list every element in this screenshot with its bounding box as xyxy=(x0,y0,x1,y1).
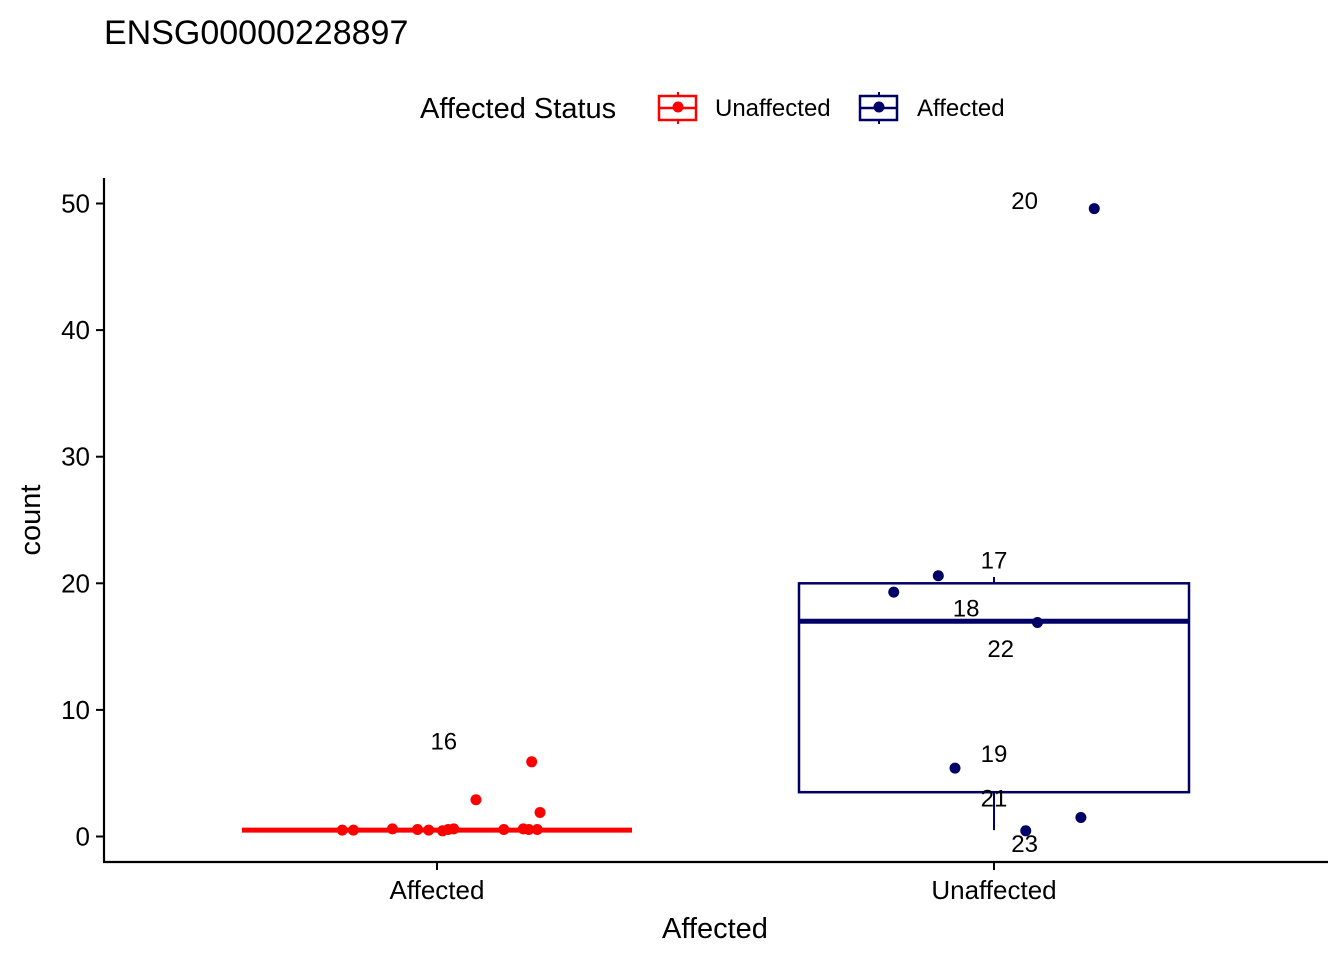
y-axis-ticks: 0 10 20 30 40 50 xyxy=(61,189,104,852)
legend-key-unaffected xyxy=(657,92,698,124)
legend: Affected Status Unaffected Affected xyxy=(420,92,1005,125)
data-point xyxy=(498,824,510,836)
data-point xyxy=(932,570,944,582)
legend-key-affected xyxy=(858,92,899,124)
point-label: 16 xyxy=(430,729,457,756)
data-point xyxy=(888,586,900,598)
data-point xyxy=(1020,825,1032,837)
data-point xyxy=(1031,617,1043,629)
point-label: 23 xyxy=(1011,831,1038,858)
data-point xyxy=(534,806,546,818)
point-label: 20 xyxy=(1011,188,1038,215)
y-tick-label: 20 xyxy=(61,568,90,598)
data-point xyxy=(423,824,435,836)
y-tick-label: 40 xyxy=(61,315,90,345)
data-point xyxy=(523,824,535,836)
legend-label-unaffected: Unaffected xyxy=(715,95,831,122)
y-axis-title: count xyxy=(15,485,47,556)
x-axis-ticks: Affected Unaffected xyxy=(390,862,1057,905)
box-iqr xyxy=(797,582,1191,794)
point-label: 21 xyxy=(981,786,1008,813)
point-label: 18 xyxy=(953,596,980,623)
chart-title: ENSG00000228897 xyxy=(104,14,408,52)
data-point xyxy=(336,824,348,836)
point-label: 17 xyxy=(981,548,1008,575)
y-tick-label: 0 xyxy=(76,822,90,852)
y-tick-label: 50 xyxy=(61,189,90,219)
x-axis-title: Affected xyxy=(662,913,768,945)
data-point xyxy=(386,823,398,835)
data-point xyxy=(448,823,460,835)
y-tick-label: 30 xyxy=(61,442,90,472)
data-point xyxy=(1088,203,1100,215)
x-tick-label: Affected xyxy=(390,875,485,905)
point-label: 22 xyxy=(987,636,1014,663)
data-point xyxy=(526,756,538,768)
data-point xyxy=(1075,812,1087,824)
y-tick-label: 10 xyxy=(61,695,90,725)
data-point xyxy=(470,794,482,806)
data-point xyxy=(949,762,961,774)
point-label: 19 xyxy=(981,741,1008,768)
legend-title: Affected Status xyxy=(420,93,616,125)
legend-label-affected: Affected xyxy=(917,95,1005,122)
x-tick-label: Unaffected xyxy=(931,875,1056,905)
data-point xyxy=(412,824,424,836)
data-point xyxy=(531,824,543,836)
box-group-affected: 16 xyxy=(242,729,632,837)
data-point xyxy=(347,824,359,836)
